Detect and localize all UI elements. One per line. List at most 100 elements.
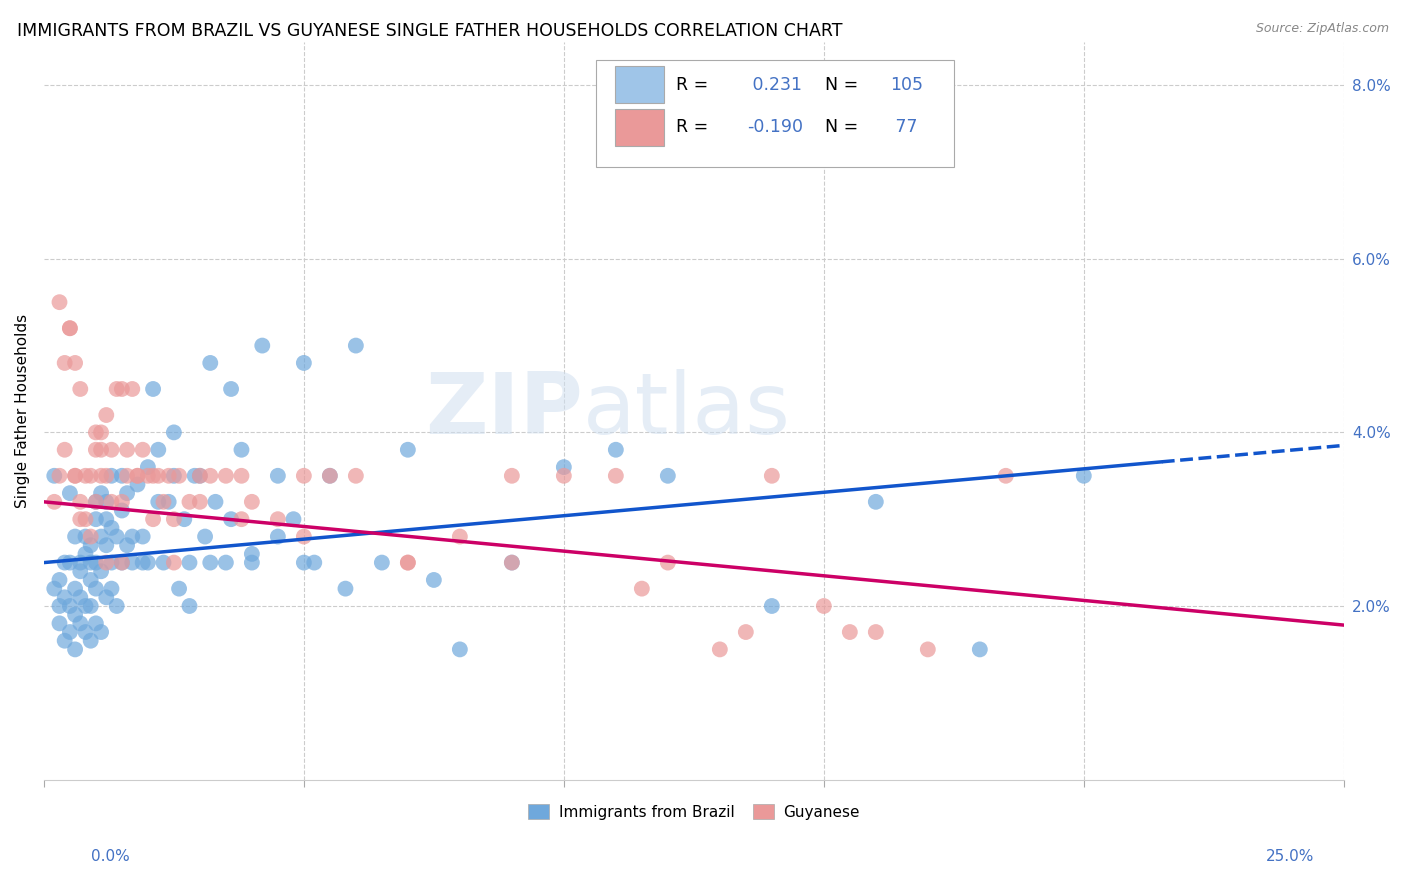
Point (69, 495, 91, 509)
Point (63, 468, 86, 483)
Point (157, 468, 180, 483)
Y-axis label: Single Father Households: Single Father Households (15, 314, 30, 508)
Point (90, 425, 112, 440)
Point (163, 425, 186, 440)
Point (631, 582, 654, 596)
Point (53, 591, 76, 605)
Point (100, 495, 122, 509)
Point (219, 382, 242, 396)
Point (917, 642, 939, 657)
Point (84, 425, 107, 440)
Point (69, 556, 91, 570)
Point (105, 382, 128, 396)
Point (304, 556, 326, 570)
Point (48, 468, 70, 483)
Point (240, 556, 263, 570)
Point (100, 582, 122, 596)
Point (423, 573, 446, 587)
Point (142, 382, 165, 396)
Text: 105: 105 (890, 76, 924, 94)
Point (136, 556, 159, 570)
Point (292, 556, 315, 570)
Point (44, 495, 66, 509)
Point (267, 468, 290, 483)
Point (48, 295, 70, 310)
Point (96, 495, 118, 509)
Point (111, 503, 134, 517)
FancyBboxPatch shape (596, 60, 953, 167)
Point (449, 642, 471, 657)
Point (121, 530, 143, 544)
Point (96, 512, 118, 526)
Point (231, 468, 253, 483)
Point (167, 468, 190, 483)
Point (59, 321, 82, 335)
Point (501, 556, 523, 570)
Point (188, 468, 211, 483)
Point (231, 442, 253, 457)
Point (90, 564, 112, 578)
Point (371, 556, 394, 570)
Point (142, 512, 165, 526)
Point (605, 442, 627, 457)
Point (240, 495, 263, 509)
Point (90, 442, 112, 457)
Point (240, 547, 263, 561)
Point (148, 468, 170, 483)
Text: Source: ZipAtlas.com: Source: ZipAtlas.com (1256, 22, 1389, 36)
Point (115, 468, 138, 483)
Point (44, 468, 66, 483)
Legend: Immigrants from Brazil, Guyanese: Immigrants from Brazil, Guyanese (520, 796, 868, 827)
Point (44, 582, 66, 596)
Point (63, 356, 86, 370)
Point (111, 382, 134, 396)
Point (283, 512, 305, 526)
Point (63, 582, 86, 596)
Point (865, 495, 887, 509)
Point (75, 625, 97, 640)
Text: N =: N = (825, 119, 859, 136)
Point (100, 556, 122, 570)
Point (449, 530, 471, 544)
Point (173, 512, 195, 526)
Point (111, 556, 134, 570)
Point (179, 495, 201, 509)
Point (90, 468, 112, 483)
Point (194, 530, 217, 544)
Point (1073, 468, 1095, 483)
Point (215, 468, 238, 483)
Point (761, 599, 783, 613)
Point (69, 382, 91, 396)
Point (48, 599, 70, 613)
Point (105, 599, 128, 613)
Point (127, 468, 149, 483)
Point (813, 599, 835, 613)
Point (59, 625, 82, 640)
Point (136, 460, 159, 475)
Text: IMMIGRANTS FROM BRAZIL VS GUYANESE SINGLE FATHER HOUSEHOLDS CORRELATION CHART: IMMIGRANTS FROM BRAZIL VS GUYANESE SINGL… (17, 22, 842, 40)
Point (59, 556, 82, 570)
FancyBboxPatch shape (614, 66, 664, 103)
Point (157, 495, 180, 509)
Point (319, 468, 342, 483)
Point (215, 556, 238, 570)
Point (84, 556, 107, 570)
Point (69, 512, 91, 526)
Point (100, 521, 122, 535)
Point (79, 633, 101, 648)
Text: ZIP: ZIP (426, 369, 583, 452)
Point (63, 607, 86, 622)
FancyBboxPatch shape (614, 109, 664, 146)
Point (292, 356, 315, 370)
Point (657, 556, 679, 570)
Point (69, 564, 91, 578)
Point (553, 460, 575, 475)
Point (79, 538, 101, 552)
Point (48, 573, 70, 587)
Point (121, 382, 143, 396)
Point (219, 512, 242, 526)
Point (267, 512, 290, 526)
Point (252, 338, 274, 352)
Point (396, 442, 419, 457)
Point (200, 468, 222, 483)
